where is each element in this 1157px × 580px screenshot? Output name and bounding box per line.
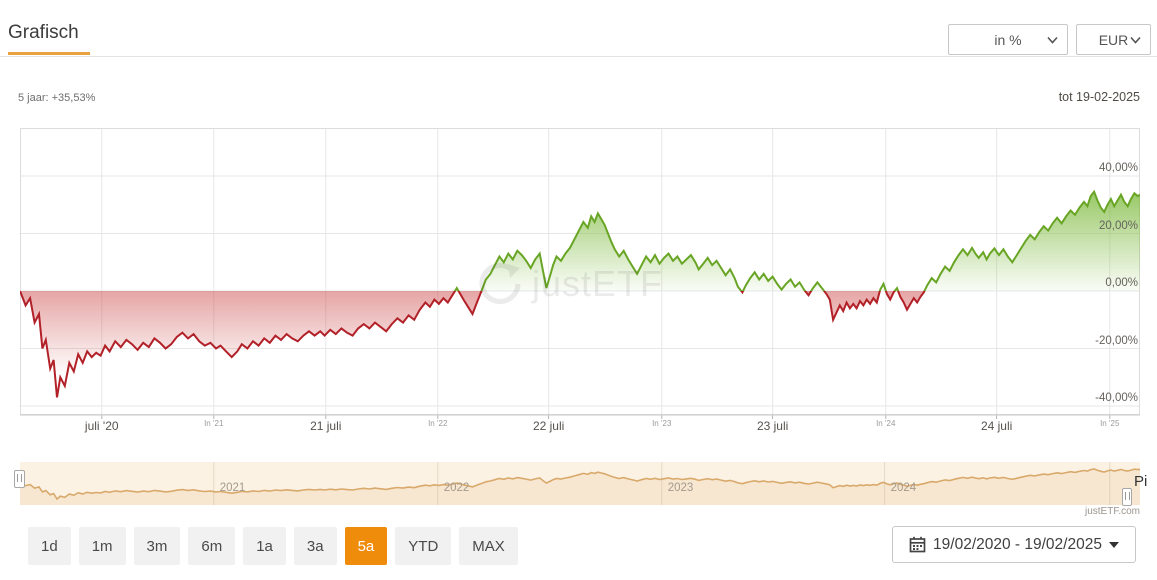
x-axis-label: 21 juli xyxy=(310,419,342,433)
performance-line-negative xyxy=(20,291,926,398)
chevron-down-icon xyxy=(1130,36,1141,44)
main-chart[interactable] xyxy=(20,128,1140,420)
display-mode-value: in % xyxy=(994,31,1022,48)
x-axis-label: juli '20 xyxy=(84,419,119,433)
header-divider xyxy=(0,56,1157,57)
currency-value: EUR xyxy=(1098,31,1129,48)
chevron-down-icon xyxy=(1047,36,1058,44)
currency-select[interactable]: EUR xyxy=(1076,24,1151,55)
x-axis-label: 23 juli xyxy=(756,419,789,433)
y-axis-label: 20,00% xyxy=(1098,219,1138,232)
end-date-label: tot 19-02-2025 xyxy=(1058,90,1140,104)
range-buttons: 1d 1m 3m 6m 1a 3a 5a YTD MAX xyxy=(28,527,518,565)
active-tab-underline xyxy=(8,52,90,55)
positive-area xyxy=(20,191,1140,291)
caret-down-icon xyxy=(1108,541,1119,548)
navigator-partial-label: Pi xyxy=(1134,473,1148,490)
range-button-ytd[interactable]: YTD xyxy=(395,527,452,565)
navigator-year-label: 2021 xyxy=(219,482,246,494)
x-axis-label: In '21 xyxy=(204,419,224,428)
range-button-max[interactable]: MAX xyxy=(459,527,518,565)
y-axis-label: -40,00% xyxy=(1095,392,1138,404)
performance-chart-svg xyxy=(20,128,1140,419)
watermark-text: justETF xyxy=(532,263,664,304)
range-button-5a[interactable]: 5a xyxy=(344,527,388,565)
performance-line-positive xyxy=(20,189,1140,291)
navigator-right-handle[interactable] xyxy=(1122,488,1132,506)
x-axis-label: In '25 xyxy=(1100,419,1120,428)
handle-grip-icon xyxy=(1124,492,1130,500)
handle-grip-icon xyxy=(17,474,22,482)
display-mode-select[interactable]: in % xyxy=(948,24,1068,55)
range-button-6m[interactable]: 6m xyxy=(188,527,236,565)
page-title: Grafisch xyxy=(8,22,79,43)
range-button-1a[interactable]: 1a xyxy=(243,527,286,565)
justetf-watermark: justETF xyxy=(478,262,663,306)
x-axis-label: In '23 xyxy=(652,419,672,428)
date-range-value: 19/02/2020 - 19/02/2025 xyxy=(933,535,1102,553)
x-axis-label: In '22 xyxy=(428,419,448,428)
date-range-picker[interactable]: 19/02/2020 - 19/02/2025 xyxy=(892,526,1136,563)
justetf-logo-icon xyxy=(479,262,521,304)
negative-area xyxy=(20,291,1140,398)
calendar-icon xyxy=(909,536,926,553)
period-return-label: 5 jaar: +35,53% xyxy=(18,92,96,104)
navigator-left-handle[interactable] xyxy=(14,470,25,488)
navigator-year-label: 2024 xyxy=(890,482,917,494)
navigator-year-label: 2023 xyxy=(667,482,694,494)
x-axis-label: 24 juli xyxy=(980,419,1013,433)
range-button-3a[interactable]: 3a xyxy=(293,527,337,565)
justetf-credit: justETF.com xyxy=(1084,506,1140,517)
range-button-1d[interactable]: 1d xyxy=(28,527,71,565)
x-axis-label: In '24 xyxy=(876,419,896,428)
range-button-3m[interactable]: 3m xyxy=(133,527,181,565)
y-axis-label: 0,00% xyxy=(1105,277,1138,289)
y-axis-label: 40,00% xyxy=(1098,162,1138,174)
range-button-1m[interactable]: 1m xyxy=(78,527,126,565)
navigator-svg xyxy=(19,462,1141,505)
y-axis-label: -20,00% xyxy=(1095,334,1138,347)
navigator[interactable]: 2021 2022 2023 2024 xyxy=(19,462,1141,505)
navigator-year-label: 2022 xyxy=(443,482,470,494)
x-axis-label: 22 juli xyxy=(532,419,565,433)
